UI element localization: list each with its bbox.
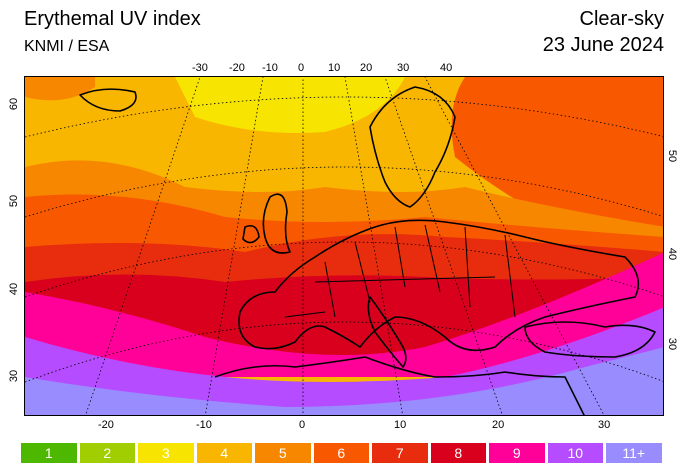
- uv-band-6-east: [451, 77, 663, 227]
- left-lat-label: 50: [8, 194, 21, 208]
- legend-item-5: 5: [255, 443, 311, 463]
- bottom-lon-label: -20: [98, 419, 114, 431]
- coastlines: [79, 86, 656, 415]
- right-lat-label: 50: [666, 149, 679, 163]
- legend-item-3: 3: [138, 443, 194, 463]
- top-lon-label: 20: [360, 62, 373, 74]
- map-title: Erythemal UV index: [24, 8, 201, 30]
- legend-item-2: 2: [79, 443, 135, 463]
- top-lon-label: -20: [229, 62, 245, 74]
- bottom-lon-label: 0: [299, 419, 306, 431]
- country-borders: [284, 224, 516, 318]
- top-lon-label: 0: [298, 62, 305, 74]
- bottom-lon-label: 30: [598, 419, 611, 431]
- legend-item-1: 1: [21, 443, 77, 463]
- data-source: KNMI / ESA: [24, 38, 110, 55]
- bottom-lon-label: 10: [394, 419, 407, 431]
- bottom-lon-label: 20: [492, 419, 505, 431]
- map-date: 23 June 2024: [542, 34, 664, 56]
- top-lon-label: 10: [328, 62, 341, 74]
- legend-item-6: 6: [313, 443, 369, 463]
- top-lon-label: 30: [397, 62, 410, 74]
- uv-map-graphic: [25, 77, 663, 415]
- uv-band-5-north: [25, 77, 95, 101]
- uv-band-11: [25, 347, 663, 415]
- legend-item-4: 4: [196, 443, 252, 463]
- top-lon-label: -30: [192, 62, 208, 74]
- legend-item-10: 10: [547, 443, 603, 463]
- legend-item-11plus: 11+: [606, 443, 662, 463]
- legend-item-7: 7: [372, 443, 428, 463]
- uv-band-9: [25, 252, 663, 377]
- left-lat-label: 60: [8, 97, 21, 111]
- top-lon-label: 40: [440, 62, 453, 74]
- right-lat-label: 30: [666, 337, 679, 351]
- graticule: [25, 77, 663, 415]
- legend-item-8: 8: [430, 443, 486, 463]
- uv-legend: 1 2 3 4 5 6 7 8 9 10 11+: [21, 443, 662, 463]
- left-lat-label: 30: [8, 369, 21, 383]
- right-lat-label: 40: [666, 247, 679, 261]
- left-lat-label: 40: [8, 282, 21, 296]
- uv-band-3: [175, 77, 405, 133]
- legend-item-9: 9: [489, 443, 545, 463]
- uv-index-map: [24, 76, 664, 416]
- top-lon-label: -10: [262, 62, 278, 74]
- bottom-lon-label: -10: [196, 419, 212, 431]
- sky-mode-label: Clear-sky: [579, 8, 664, 30]
